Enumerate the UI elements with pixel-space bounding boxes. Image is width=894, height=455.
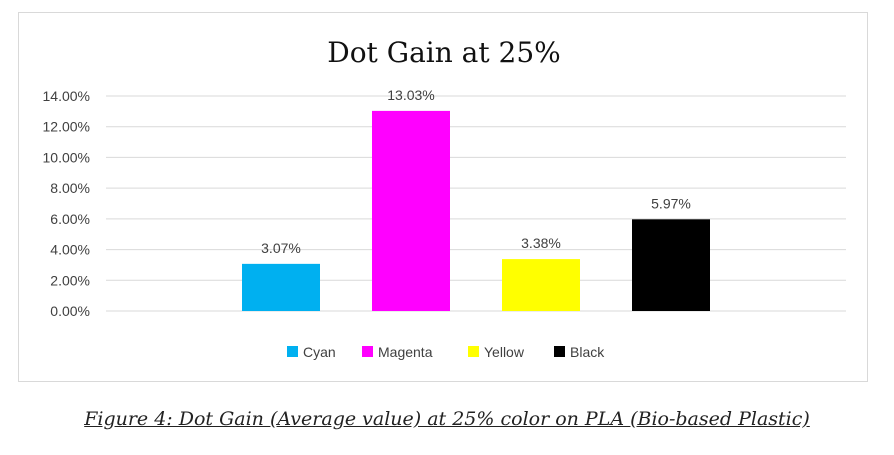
legend-swatch-magenta bbox=[362, 346, 373, 357]
y-tick-label: 12.00% bbox=[43, 119, 90, 135]
legend-swatch-black bbox=[554, 346, 565, 357]
legend-label-magenta: Magenta bbox=[378, 344, 433, 360]
y-tick-label: 0.00% bbox=[50, 303, 90, 319]
bar-yellow bbox=[502, 259, 580, 311]
y-axis-tick-labels: 0.00% 2.00% 4.00% 6.00% 8.00% 10.00% 12.00% 14.… bbox=[43, 88, 90, 319]
legend-label-black: Black bbox=[570, 344, 605, 360]
data-label-magenta: 13.03% bbox=[387, 87, 434, 103]
y-tick-label: 2.00% bbox=[50, 272, 90, 288]
legend-label-yellow: Yellow bbox=[484, 344, 525, 360]
y-tick-label: 8.00% bbox=[50, 180, 90, 196]
y-tick-label: 6.00% bbox=[50, 211, 90, 227]
chart: Dot Gain at 25% 0.00% 2.00% 4.00% 6.00% 8.00… bbox=[43, 36, 846, 360]
bar-black bbox=[632, 219, 710, 311]
gridlines bbox=[106, 95, 846, 312]
data-labels: 3.07% 13.03% 3.38% 5.97% bbox=[261, 87, 691, 256]
bar-cyan bbox=[242, 263, 320, 311]
bar-magenta bbox=[372, 110, 450, 312]
bars bbox=[242, 110, 710, 312]
legend-label-cyan: Cyan bbox=[303, 344, 336, 360]
data-label-black: 5.97% bbox=[651, 195, 691, 211]
legend-swatch-yellow bbox=[468, 346, 479, 357]
chart-title: Dot Gain at 25% bbox=[327, 36, 561, 69]
legend: Cyan Magenta Yellow Black bbox=[287, 344, 605, 360]
data-label-yellow: 3.38% bbox=[521, 235, 561, 251]
figure-caption: Figure 4: Dot Gain (Average value) at 25… bbox=[84, 408, 810, 430]
legend-swatch-cyan bbox=[287, 346, 298, 357]
y-tick-label: 4.00% bbox=[50, 242, 90, 258]
data-label-cyan: 3.07% bbox=[261, 240, 301, 256]
y-tick-label: 10.00% bbox=[43, 149, 90, 165]
y-tick-label: 14.00% bbox=[43, 88, 90, 104]
